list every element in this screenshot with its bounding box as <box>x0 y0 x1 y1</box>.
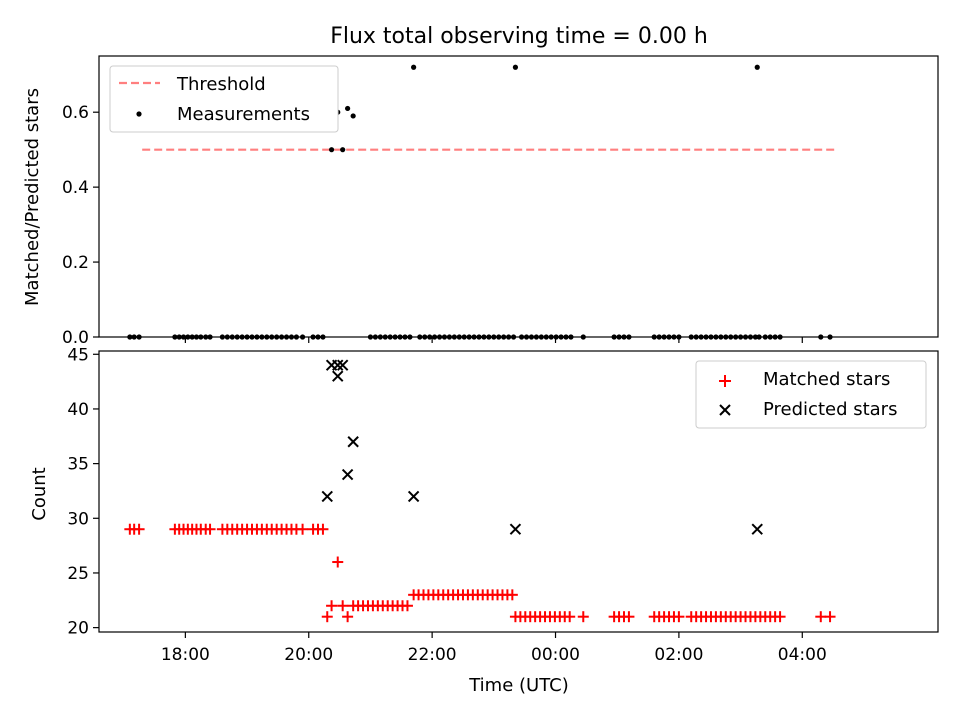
top-y-tick-label: 0.4 <box>62 178 89 198</box>
matched-star-point <box>342 611 354 623</box>
matched-star-point <box>506 589 518 601</box>
predicted-star-point <box>341 468 354 481</box>
matched-star-point <box>564 611 576 623</box>
predicted-star-point <box>332 370 344 382</box>
matched-star-point <box>824 611 836 623</box>
predicted-star-point <box>509 523 522 535</box>
matched-star-point <box>623 611 635 623</box>
top-axes-frame <box>98 55 939 338</box>
legend-matched-label: Matched stars <box>763 369 890 390</box>
matched-star-point <box>297 523 309 535</box>
measurement-point <box>340 147 346 153</box>
bottom-y-tick-label: 30 <box>67 509 89 529</box>
bottom-y-tick-label: 20 <box>67 619 89 639</box>
legend-matched-marker <box>719 375 731 387</box>
measurement-point <box>411 64 417 70</box>
x-tick-label: 02:00 <box>654 645 703 665</box>
predicted-star-point <box>332 359 344 371</box>
chart-title: Flux total observing time = 0.00 h <box>330 24 708 49</box>
bottom-legend: Matched stars Predicted stars <box>695 360 927 429</box>
predicted-star-point <box>751 523 763 535</box>
predicted-marker-b <box>341 468 354 481</box>
bottom-y-tick-label: 35 <box>67 455 89 475</box>
predicted-marker-b <box>407 490 420 503</box>
measurement-point <box>512 64 519 70</box>
legend-predicted-label: Predicted stars <box>763 399 897 420</box>
top-legend-frame <box>109 65 339 133</box>
legend-predicted-marker <box>719 404 731 416</box>
predicted-marker-b <box>332 359 344 371</box>
matched-star-point <box>337 600 349 612</box>
matched-star-point <box>577 611 589 623</box>
x-tick-label: 20:00 <box>284 645 333 665</box>
top-y-tick-label: 0.6 <box>62 103 89 123</box>
x-tick-label: 18:00 <box>161 645 210 665</box>
matched-star-point <box>204 523 216 535</box>
predicted-marker-b <box>347 436 359 448</box>
bottom-y-axis-label: Count <box>29 467 50 520</box>
predicted-marker-b <box>336 359 349 371</box>
x-tick-label: 00:00 <box>531 645 580 665</box>
predicted-marker-b <box>751 523 763 535</box>
predicted-marker-b <box>332 370 344 382</box>
bottom-y-tick-label: 40 <box>67 400 89 420</box>
predicted-marker-b <box>509 523 522 535</box>
x-tick-label: 04:00 <box>778 645 827 665</box>
bottom-panel: 20 25 30 35 40 45 18:00 20:00 22:00 00:00 02:00 04:… <box>67 345 939 665</box>
matched-star-point <box>774 611 786 623</box>
measurement-point <box>754 64 760 70</box>
legend-measurements-marker <box>136 111 142 117</box>
bottom-axes-frame <box>98 350 939 633</box>
predicted-star-point <box>336 359 349 371</box>
x-tick-label: 22:00 <box>408 645 457 665</box>
top-y-axis-label: Matched/Predicted stars <box>22 88 43 306</box>
x-axis-label: Time (UTC) <box>468 675 569 696</box>
top-legend: Threshold Measurements <box>109 65 339 133</box>
matched-star-point <box>332 556 344 568</box>
matched-star-point <box>401 600 413 612</box>
matched-star-point <box>815 611 827 623</box>
matched-star-point <box>321 611 333 623</box>
bottom-y-tick-label: 25 <box>67 564 89 584</box>
predicted-star-point <box>347 436 359 448</box>
legend-measurements-label: Measurements <box>177 104 310 125</box>
bottom-y-tick-label: 45 <box>67 345 89 365</box>
predicted-marker-b <box>321 490 333 503</box>
measurement-point <box>345 105 351 112</box>
matched-star-point <box>133 523 145 535</box>
top-y-tick-label: 0.2 <box>62 253 89 273</box>
predicted-star-point <box>407 490 420 503</box>
legend-threshold-label: Threshold <box>176 74 266 95</box>
bottom-legend-frame <box>695 360 927 429</box>
measurement-point <box>328 147 335 153</box>
top-y-tick-label: 0.0 <box>62 328 89 348</box>
top-panel: 0.0 0.2 0.4 0.6 <box>62 55 939 348</box>
matched-star-point <box>673 611 685 623</box>
measurement-point <box>350 113 356 119</box>
matched-star-point <box>326 600 338 612</box>
matched-star-point <box>317 523 329 535</box>
predicted-star-point <box>321 490 333 503</box>
